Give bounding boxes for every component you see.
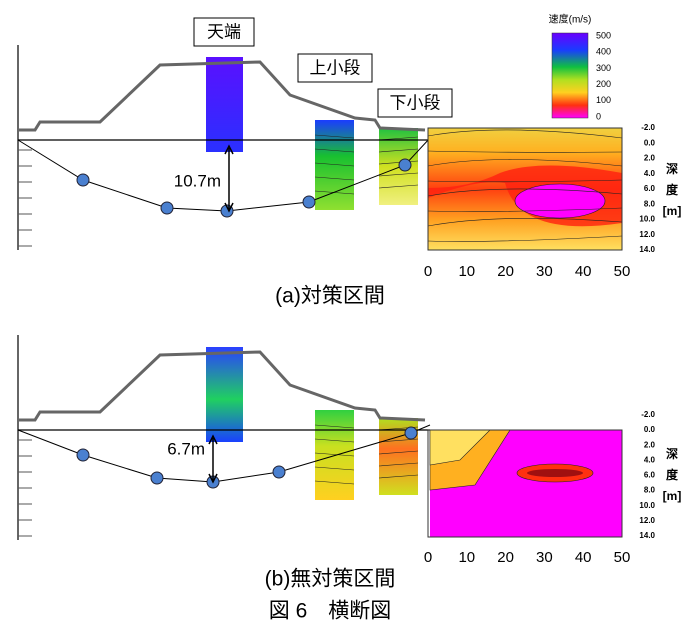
contour-region	[527, 469, 583, 477]
y-title: 度	[666, 182, 679, 197]
sensor	[273, 466, 285, 478]
x-tick-label: 40	[575, 549, 592, 566]
x-tick-label: 20	[497, 549, 514, 566]
figure: 速度(m/s)500400300200100010.7m天端上小段下小段-2.0…	[0, 0, 690, 630]
panel-caption: (a)対策区間	[275, 285, 385, 308]
x-tick-label: 50	[614, 263, 631, 280]
y-tick-label: 4.0	[644, 169, 656, 178]
crest-column	[206, 347, 243, 442]
colorbar-label: 500	[596, 30, 611, 40]
colorbar-label: 100	[596, 95, 611, 105]
x-tick-label: 0	[424, 549, 432, 566]
y-title: [m]	[663, 489, 682, 503]
x-tick-label: 20	[497, 263, 514, 280]
y-tick-label: 10.0	[639, 501, 655, 510]
y-title: 深	[666, 161, 678, 176]
y-tick-label: 8.0	[644, 199, 656, 208]
y-tick-label: 8.0	[644, 486, 656, 495]
colorbar-label: 0	[596, 111, 601, 121]
y-title: [m]	[663, 204, 682, 218]
y-tick-label: 12.0	[639, 516, 655, 525]
y-tick-label: -2.0	[641, 410, 655, 419]
x-tick-label: 10	[458, 549, 475, 566]
colorbar-title: 速度(m/s)	[549, 13, 592, 26]
section-label: 下小段	[390, 93, 441, 112]
y-tick-label: 14.0	[639, 245, 655, 254]
y-title: 深	[666, 446, 678, 461]
x-tick-label: 30	[536, 549, 553, 566]
sensor	[77, 449, 89, 461]
y-tick-label: 6.0	[644, 471, 656, 480]
y-title: 度	[666, 467, 679, 482]
y-tick-label: 14.0	[639, 531, 655, 540]
x-tick-label: 0	[424, 263, 432, 280]
y-tick-label: 6.0	[644, 184, 656, 193]
y-tick-label: 10.0	[639, 215, 655, 224]
section-label: 天端	[207, 22, 241, 41]
y-tick-label: 4.0	[644, 455, 656, 464]
colorbar-label: 200	[596, 79, 611, 89]
sensor	[405, 427, 417, 439]
y-tick-label: -2.0	[641, 123, 655, 132]
depth-label: 6.7m	[167, 439, 205, 458]
y-tick-label: 0.0	[644, 425, 656, 434]
colorbar	[552, 33, 588, 118]
panel-caption: (b)無対策区間	[265, 568, 396, 591]
x-tick-label: 40	[575, 263, 592, 280]
section-label: 上小段	[310, 58, 361, 77]
upper-column	[315, 410, 354, 500]
colorbar-label: 400	[596, 47, 611, 57]
sensor	[77, 174, 89, 186]
sensor	[151, 472, 163, 484]
y-tick-label: 2.0	[644, 440, 656, 449]
colorbar-label: 300	[596, 63, 611, 73]
y-tick-label: 0.0	[644, 138, 656, 147]
upper-column	[315, 120, 354, 210]
y-tick-label: 12.0	[639, 230, 655, 239]
crest-column	[206, 57, 243, 152]
sensor	[303, 196, 315, 208]
sensor	[161, 202, 173, 214]
figure-caption: 図 6 横断図	[269, 600, 392, 623]
x-tick-label: 50	[614, 549, 631, 566]
x-tick-label: 10	[458, 263, 475, 280]
depth-label: 10.7m	[174, 171, 221, 190]
sensor	[399, 159, 411, 171]
x-tick-label: 30	[536, 263, 553, 280]
y-tick-label: 2.0	[644, 154, 656, 163]
